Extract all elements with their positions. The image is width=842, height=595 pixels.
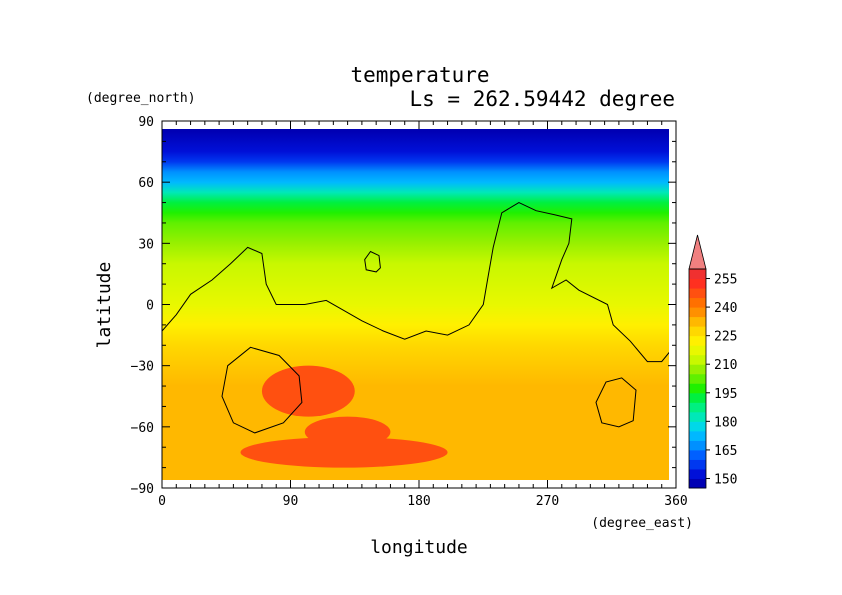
- colorbar-segment: [689, 440, 706, 451]
- colorbar-tick-label: 255: [714, 273, 737, 288]
- colorbar-segment: [689, 316, 706, 327]
- colorbar-segment: [689, 411, 706, 422]
- colorbar-segment: [689, 373, 706, 384]
- y-axis-label: latitude: [94, 262, 115, 349]
- colorbar-segment: [689, 307, 706, 318]
- colorbar: 150 165 180 195 210 225 240 255: [688, 234, 737, 489]
- colorbar-segment: [689, 354, 706, 365]
- colorbar-segment: [689, 278, 706, 289]
- colorbar-tick-label: 195: [714, 387, 737, 402]
- main-contour: [162, 202, 669, 363]
- colorbar-tick-label: 165: [714, 444, 737, 459]
- y-units-label: (degree_north): [86, 91, 196, 106]
- y-tick-label: −90: [131, 482, 154, 497]
- colorbar-frame: [688, 268, 707, 489]
- contour-lines: [162, 202, 669, 434]
- x-units-label: (degree_east): [591, 516, 693, 531]
- colorbar-segment: [689, 364, 706, 375]
- colorbar-segment: [689, 269, 706, 280]
- colorbar-segment: [689, 392, 706, 403]
- x-tick-label: 270: [536, 494, 559, 509]
- colorbar-tick-label: 225: [714, 330, 737, 345]
- colorbar-tick-label: 180: [714, 415, 737, 430]
- y-tick-label: −60: [131, 421, 154, 436]
- colorbar-segment: [689, 335, 706, 346]
- colorbar-segment: [689, 478, 706, 489]
- warm-region: [261, 365, 355, 417]
- x-tick-label: 360: [664, 494, 687, 509]
- colorbar-segment: [689, 430, 706, 441]
- warm-regions: [240, 365, 448, 468]
- colorbar-segment: [689, 326, 706, 337]
- y-tick-label: −30: [131, 360, 154, 375]
- colorbar-segment: [689, 468, 706, 479]
- chart-title: temperature: [350, 63, 489, 87]
- colorbar-tick-label: 240: [714, 301, 737, 316]
- small-contour-north: [364, 250, 381, 273]
- colorbar-segment: [689, 402, 706, 413]
- colorbar-segment: [689, 421, 706, 432]
- chart-subtitle: Ls = 262.59442 degree: [409, 87, 675, 111]
- colorbar-segment: [689, 459, 706, 470]
- y-tick-label: 90: [138, 115, 154, 130]
- y-tick-label: 30: [138, 237, 154, 252]
- colorbar-segment: [689, 383, 706, 394]
- x-tick-label: 0: [158, 494, 166, 509]
- colorbar-segment: [689, 345, 706, 356]
- temperature-field: [162, 129, 669, 480]
- x-tick-label: 180: [407, 494, 430, 509]
- west-contour-south: [221, 346, 303, 434]
- y-tick-label: 0: [146, 299, 154, 314]
- axes: 0 90 180 270 360 90 60 30 0 −30 −60 −90: [131, 115, 688, 509]
- y-tick-label: 60: [138, 176, 154, 191]
- colorbar-segment: [689, 297, 706, 308]
- colorbar-extend-arrow: [688, 234, 707, 270]
- x-tick-label: 90: [283, 494, 299, 509]
- colorbar-tick-label: 150: [714, 472, 737, 487]
- colorbar-segment: [689, 288, 706, 299]
- colorbar-tick-label: 210: [714, 358, 737, 373]
- colorbar-segment: [689, 449, 706, 460]
- x-axis-label: longitude: [370, 537, 468, 558]
- east-contour-south: [595, 377, 637, 428]
- temperature-background: [162, 129, 669, 480]
- warm-region: [240, 437, 448, 468]
